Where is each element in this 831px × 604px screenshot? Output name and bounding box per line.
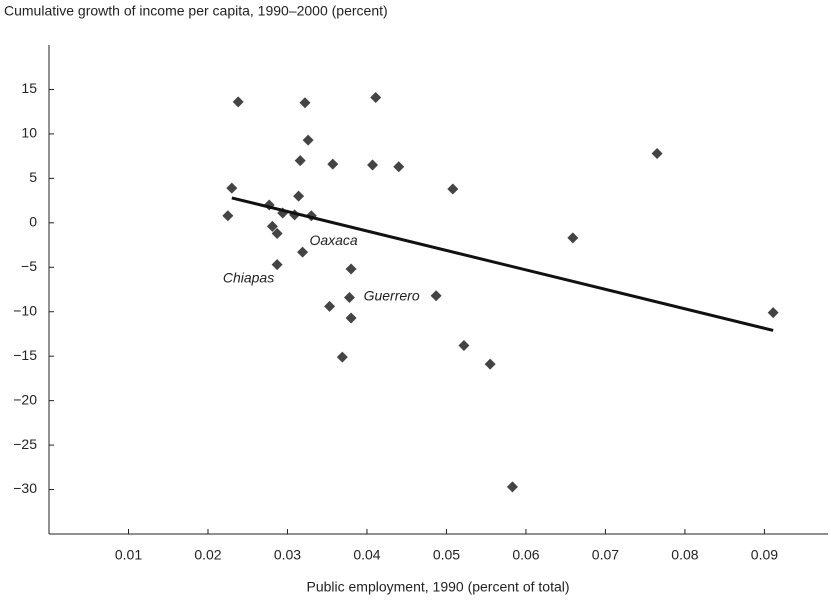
y-tick-label: 5 [29,169,37,185]
y-tick-label: −10 [13,302,37,318]
x-tick-label: 0.05 [433,547,460,563]
point [767,307,779,319]
point [299,97,311,109]
x-tick-label: 0.04 [353,547,380,563]
annotation: Guerrero [364,287,420,303]
point [271,259,283,271]
point [226,182,238,194]
point [327,158,339,170]
annotation: Chiapas [223,270,274,286]
point [447,183,459,195]
y-tick-label: −25 [13,436,37,452]
point [430,290,442,302]
y-tick-label: 10 [21,125,37,141]
y-tick-label: −15 [13,347,37,363]
x-axis-label: Public employment, 1990 (percent of tota… [306,579,569,595]
point [393,161,405,173]
point [232,96,244,108]
point [324,300,336,312]
y-tick-label: −30 [13,480,37,496]
point [458,340,470,352]
x-tick-label: 0.06 [512,547,539,563]
x-tick-label: 0.03 [274,547,301,563]
y-tick-label: −20 [13,391,37,407]
point [266,220,278,232]
x-tick-label: 0.07 [592,547,619,563]
point [370,91,382,103]
point [343,292,355,304]
trend-line [231,196,774,332]
point [506,481,518,493]
point [302,134,314,146]
y-tick-label: 0 [29,214,37,230]
point [367,159,379,171]
x-tick-label: 0.01 [115,547,142,563]
point [271,227,283,239]
point [567,232,579,244]
x-tick-label: 0.08 [671,547,698,563]
point [345,263,357,275]
point [651,147,663,159]
y-tick-label: 15 [21,80,37,96]
y-tick-label: −5 [21,258,37,274]
point [297,246,309,258]
point [293,190,305,202]
point [345,312,357,324]
point [222,210,234,222]
point [294,155,306,167]
point [484,358,496,370]
chart-title: Cumulative growth of income per capita, … [4,3,388,19]
x-tick-label: 0.09 [751,547,778,563]
annotation: Oaxaca [309,232,357,248]
point [336,351,348,363]
x-tick-label: 0.02 [194,547,221,563]
